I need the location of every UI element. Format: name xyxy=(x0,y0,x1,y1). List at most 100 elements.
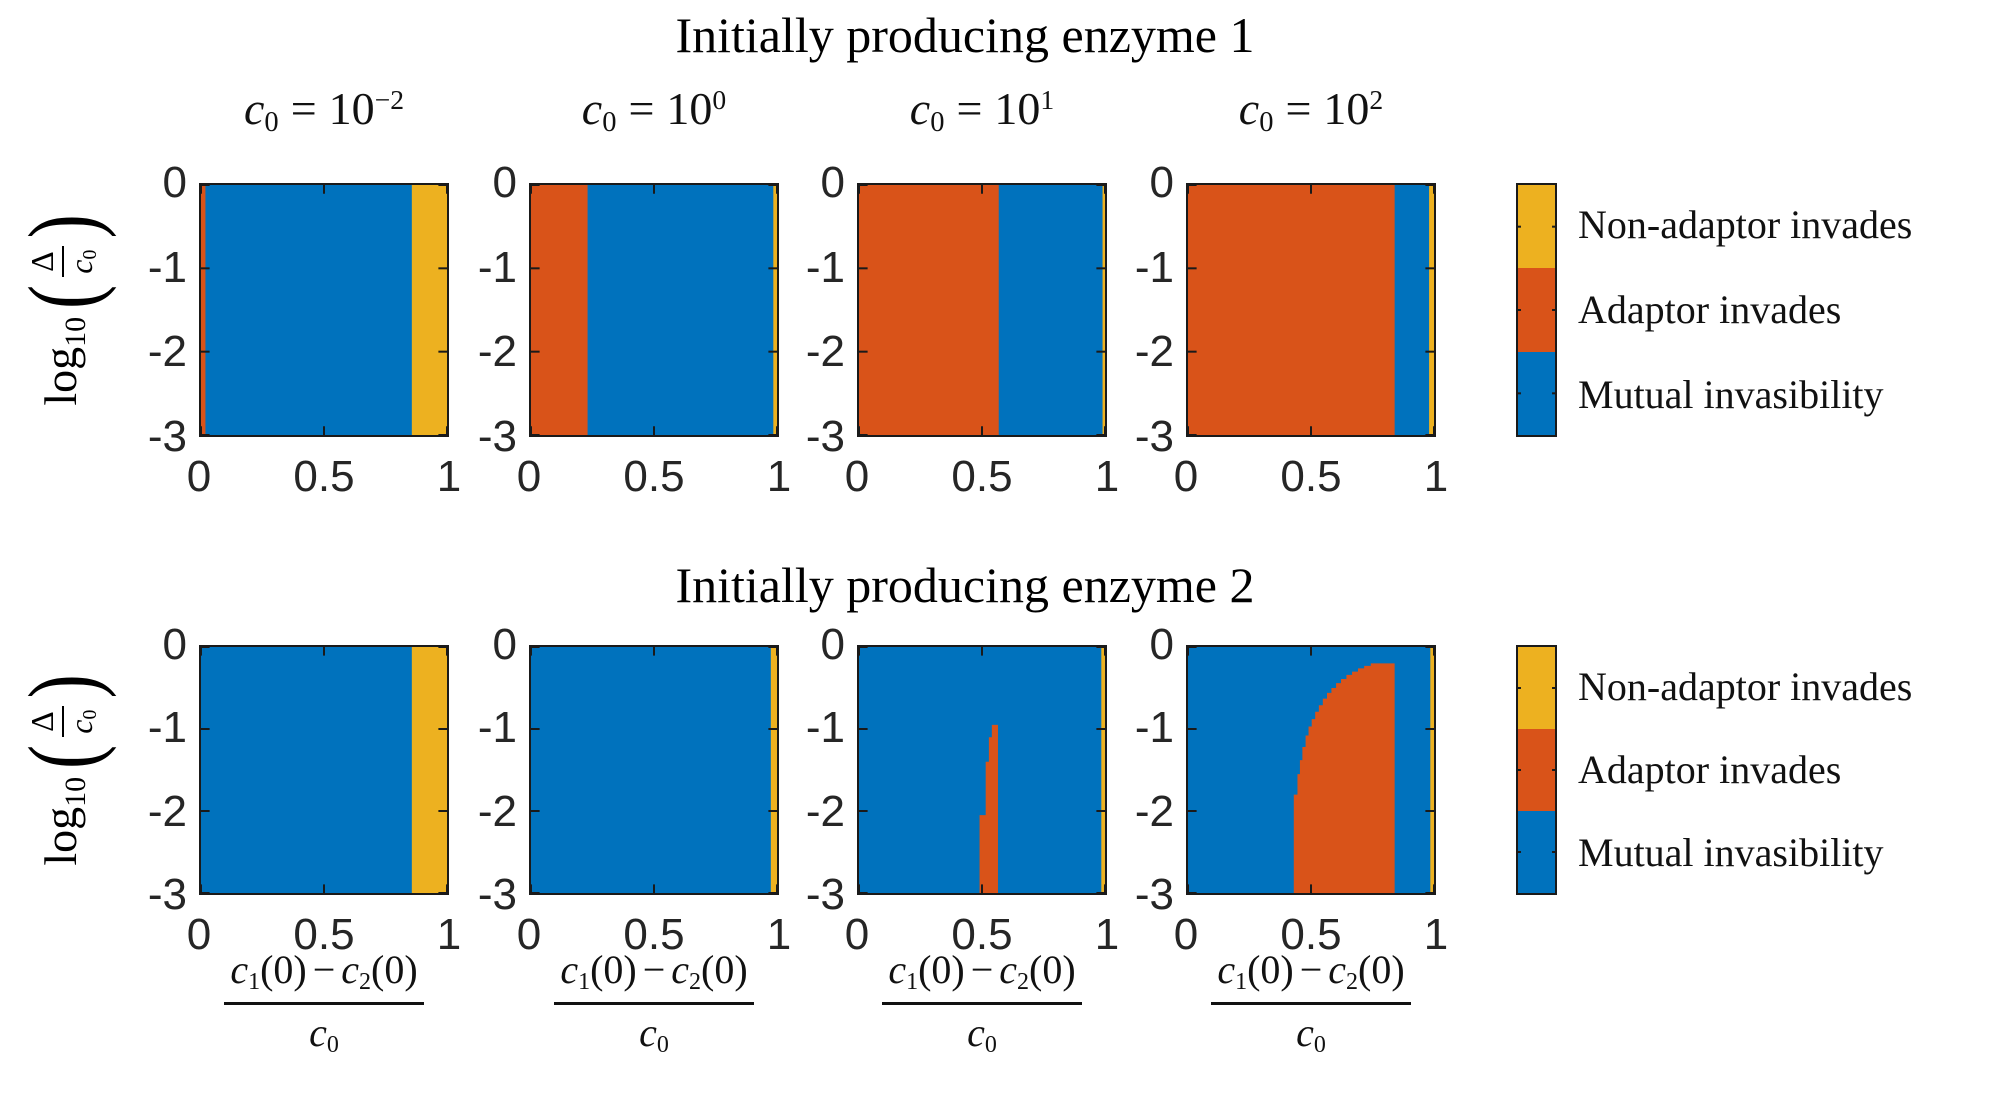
y-label-den-symbol: c xyxy=(62,719,99,734)
x-label-c1-subscript: 1 xyxy=(248,969,261,995)
y-tick-label: 0 xyxy=(1149,620,1174,669)
panel-title-c0: c0 = 100 xyxy=(484,82,824,139)
x-tick-label: 0.5 xyxy=(1280,910,1342,959)
x-label-c2-subscript: 2 xyxy=(1346,969,1359,995)
y-tick-label: 0 xyxy=(820,158,845,207)
x-axis-label: c1(0) − c2(0) c0 xyxy=(842,946,1122,1059)
y-tick-label: -2 xyxy=(477,327,517,377)
x-label-c2-symbol: c xyxy=(671,947,690,992)
panel-title-equals: = xyxy=(628,83,655,134)
x-tick-label: 1 xyxy=(1423,910,1449,959)
x-label-numerator: c1(0) − c2(0) xyxy=(554,946,754,1005)
panel-title-mantissa: 10 xyxy=(1323,83,1370,134)
y-label-den-symbol: c xyxy=(62,259,99,274)
y-label-function: log10 xyxy=(34,317,93,406)
y-tick-label: -3 xyxy=(147,412,187,461)
x-label-c2-arg: (0) xyxy=(1029,947,1076,992)
x-tick-label: 1 xyxy=(436,452,462,501)
x-label-minus: − xyxy=(642,947,666,992)
x-label-c1-subscript: 1 xyxy=(578,969,591,995)
y-tick-label: 0 xyxy=(492,158,517,207)
y-tick-label: -3 xyxy=(477,870,517,919)
colorbar-segment-non_adaptor xyxy=(1518,647,1555,729)
x-axis-label: c1(0) − c2(0) c0 xyxy=(514,946,794,1059)
panel-regions xyxy=(531,647,777,893)
panel-title-exponent: 2 xyxy=(1369,83,1384,115)
x-tick-label: 0 xyxy=(186,452,212,501)
x-label-c1-arg: (0) xyxy=(918,947,965,992)
x-axis-label: c1(0) − c2(0) c0 xyxy=(1171,946,1451,1059)
x-label-c2-symbol: c xyxy=(999,947,1018,992)
panel-title-symbol: c xyxy=(1238,83,1260,134)
x-label-c2-subscript: 2 xyxy=(359,969,372,995)
colorbar-ticks xyxy=(1518,185,1555,435)
y-label-close-paren: ) xyxy=(8,674,117,699)
y-tick-label: -1 xyxy=(147,703,187,753)
x-label-den-symbol: c xyxy=(967,1010,985,1055)
axis-ticks xyxy=(859,647,1105,893)
x-tick-label: 1 xyxy=(1423,452,1449,501)
legend-label-non_adaptor: Non-adaptor invades xyxy=(1578,202,1913,248)
panel-regions xyxy=(531,185,777,435)
x-label-c1-subscript: 1 xyxy=(1235,969,1248,995)
x-label-c2-symbol: c xyxy=(341,947,360,992)
panel-title-symbol: c xyxy=(909,83,931,134)
x-tick-label: 1 xyxy=(766,452,792,501)
panel-title-c0: c0 = 10−2 xyxy=(154,82,494,139)
region-adaptor xyxy=(979,724,998,893)
panel-title-subscript: 0 xyxy=(930,107,945,139)
panel-regions xyxy=(859,185,1105,435)
region-non_adaptor xyxy=(1429,185,1434,435)
y-tick-label: -2 xyxy=(805,327,845,377)
row-title-1: Initially producing enzyme 1 xyxy=(675,7,1255,63)
x-label-c2-arg: (0) xyxy=(371,947,418,992)
x-label-c1-subscript: 1 xyxy=(906,969,919,995)
x-tick-label: 0 xyxy=(844,910,870,959)
panel-title-mantissa: 10 xyxy=(994,83,1041,134)
x-tick-label: 0 xyxy=(1173,452,1199,501)
panel-row1-col3 xyxy=(857,183,1107,437)
region-non_adaptor xyxy=(770,647,777,893)
x-label-denominator: c0 xyxy=(184,1005,464,1059)
x-tick-label: 0.5 xyxy=(951,910,1013,959)
region-adaptor xyxy=(201,185,206,435)
panel-title-equals: = xyxy=(956,83,983,134)
x-label-c1-symbol: c xyxy=(1217,947,1236,992)
panel-regions xyxy=(1188,647,1434,893)
x-label-numerator: c1(0) − c2(0) xyxy=(1211,946,1411,1005)
x-tick-label: 1 xyxy=(766,910,792,959)
region-non_adaptor xyxy=(1430,647,1434,893)
panel-title-subscript: 0 xyxy=(264,107,279,139)
legend-label-mutual: Mutual invasibility xyxy=(1578,371,1884,417)
legend-label-mutual: Mutual invasibility xyxy=(1578,830,1884,876)
y-tick-label: -2 xyxy=(147,786,187,836)
y-tick-label: -2 xyxy=(477,786,517,836)
y-tick-label: -3 xyxy=(1134,870,1174,919)
x-label-c1-symbol: c xyxy=(560,947,579,992)
x-tick-label: 1 xyxy=(1094,910,1120,959)
x-label-c2-subscript: 2 xyxy=(689,969,702,995)
x-label-c1-arg: (0) xyxy=(1247,947,1294,992)
x-label-minus: − xyxy=(312,947,336,992)
panel-title-c0: c0 = 101 xyxy=(812,82,1152,139)
panel-row1-col1 xyxy=(199,183,449,437)
panel-title-exponent: 0 xyxy=(712,83,727,115)
region-adaptor xyxy=(531,185,588,435)
x-label-den-symbol: c xyxy=(1296,1010,1314,1055)
y-label-log: log xyxy=(34,806,86,866)
x-label-c2-arg: (0) xyxy=(701,947,748,992)
region-adaptor xyxy=(1293,663,1395,893)
region-mutual xyxy=(531,647,777,893)
region-non_adaptor xyxy=(1101,647,1105,893)
x-label-c2-subscript: 2 xyxy=(1017,969,1030,995)
x-label-minus: − xyxy=(970,947,994,992)
y-tick-label: -3 xyxy=(147,870,187,919)
axis-ticks xyxy=(1188,647,1434,893)
x-label-den-subscript: 0 xyxy=(656,1032,669,1058)
panel-title-mantissa: 10 xyxy=(666,83,713,134)
y-tick-label: -2 xyxy=(805,786,845,836)
panel-row2-col2 xyxy=(529,645,779,895)
panel-title-exponent: 1 xyxy=(1040,83,1055,115)
region-non_adaptor xyxy=(1102,185,1105,435)
